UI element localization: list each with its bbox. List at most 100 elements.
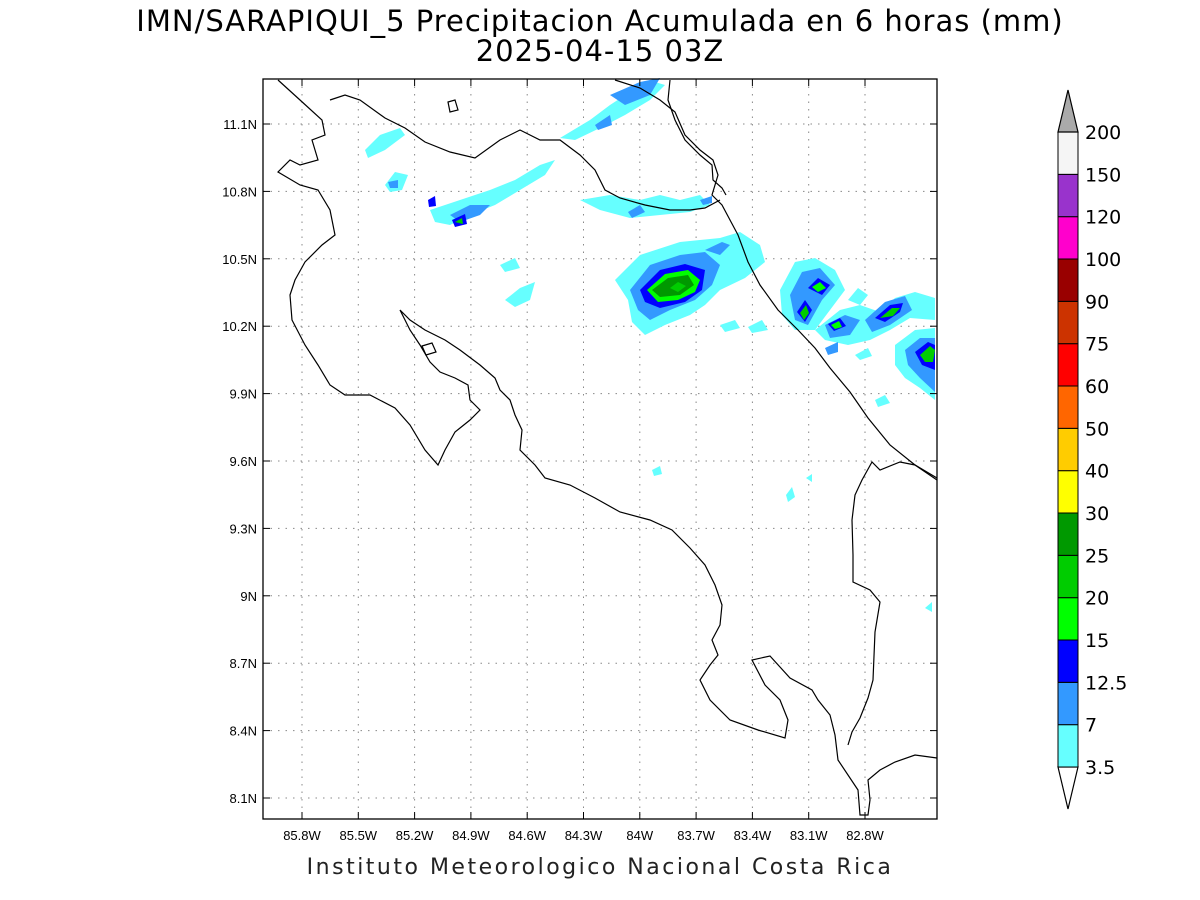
colorbar-swatch: [1057, 385, 1079, 429]
latitude-axis: 11.1N 10.8N 10.5N 10.2N 9.9N 9.6N 9.3N 9N 8.7N 8.…: [222, 117, 937, 806]
colorbar-label: 90: [1085, 291, 1109, 313]
lat-tick-label: 8.7N: [230, 656, 257, 671]
colorbar-label: 30: [1085, 503, 1109, 525]
lon-tick-label: 85.5W: [340, 828, 378, 843]
colorbar-label: 50: [1085, 418, 1109, 440]
colorbar-label: 20: [1085, 588, 1109, 610]
colorbar-label: 7: [1085, 715, 1097, 737]
precip-area-cyan: [365, 128, 405, 158]
lat-tick-label: 11.1N: [223, 117, 257, 132]
graticule-grid: [263, 79, 937, 819]
precip-area-cyan: [848, 288, 868, 305]
precip-area-lime: [812, 282, 826, 292]
colorbar-swatch: [1057, 258, 1079, 302]
lon-tick-label: 84.6W: [508, 828, 546, 843]
lon-tick-label: 84.3W: [565, 828, 603, 843]
lat-tick-label: 10.2N: [222, 319, 257, 334]
precip-area-blue: [610, 78, 660, 105]
lat-tick-label: 9.9N: [230, 387, 257, 402]
precip-area-cyan: [748, 320, 768, 333]
colorbar-swatch: [1057, 639, 1079, 683]
precip-area-cyan: [505, 282, 535, 307]
colorbar-max-arrow: [1057, 89, 1079, 133]
colorbar-label: 150: [1085, 164, 1121, 186]
colorbar-swatch: [1057, 131, 1079, 175]
map-frame: [262, 78, 938, 820]
precip-area-cyan: [925, 602, 932, 612]
colorbar-label: 25: [1085, 545, 1109, 567]
colorbar-swatch: [1057, 470, 1079, 514]
colorbar-label: 75: [1085, 334, 1109, 356]
colorbar-legend: 3.5 7 12.5 15 20 25 30 40 50 60 75 90 100 120 150 200: [1057, 89, 1127, 810]
nicaragua-caribbean-coast: [667, 79, 727, 196]
lon-tick-label: 82.8W: [846, 828, 884, 843]
colorbar-swatch: [1057, 173, 1079, 218]
colorbar-label: 3.5: [1085, 757, 1115, 779]
lon-tick-label: 83.1W: [790, 828, 828, 843]
lat-tick-label: 8.1N: [230, 791, 257, 806]
lake-nicaragua-inlet: [447, 99, 459, 113]
precip-area-blue: [428, 196, 436, 207]
precip-area-blue: [595, 115, 612, 130]
lat-tick-label: 8.4N: [230, 724, 257, 739]
colorbar-swatch: [1057, 300, 1079, 345]
precip-area-cyan: [500, 258, 520, 272]
precipitation-field: [365, 78, 935, 612]
precip-area-green: [455, 218, 463, 224]
nicoya-island: [421, 342, 437, 356]
caribbean-coastline-north: [614, 79, 938, 481]
lon-tick-label: 83.4W: [734, 828, 772, 843]
nicaragua-border: [329, 94, 721, 211]
lon-tick-label: 83.7W: [677, 828, 715, 843]
colorbar-swatch: [1057, 216, 1079, 260]
lat-tick-label: 9.6N: [230, 454, 257, 469]
colorbar-swatch: [1057, 343, 1079, 387]
precip-area-cyan: [806, 474, 812, 482]
colorbar-label: 40: [1085, 461, 1109, 483]
precip-area-blue: [628, 205, 645, 218]
precip-area-cyan: [720, 320, 740, 332]
precip-area-cyan: [875, 395, 890, 407]
precip-area-cyan: [430, 160, 555, 225]
colorbar-label: 15: [1085, 630, 1109, 652]
precip-area-lime: [831, 321, 842, 329]
precip-area-blue: [388, 180, 398, 188]
colorbar-label: 120: [1085, 207, 1121, 229]
precip-area-blue: [700, 196, 712, 205]
precip-area-blue: [705, 242, 730, 255]
colorbar-label: 100: [1085, 249, 1121, 271]
lat-tick-label: 9N: [240, 589, 257, 604]
lat-tick-label: 10.8N: [222, 184, 257, 199]
coastlines-borders: [277, 79, 938, 816]
colorbar-label: 200: [1085, 122, 1121, 144]
precip-area-lime: [920, 346, 935, 362]
colorbar-swatch: [1057, 597, 1079, 641]
lon-tick-label: 84W: [626, 828, 653, 843]
precip-area-lime: [800, 305, 809, 320]
colorbar-swatch: [1057, 512, 1079, 556]
longitude-axis: 85.8W 85.5W 85.2W 84.9W 84.6W 84.3W 84W 83.7W 83…: [283, 79, 885, 843]
lat-tick-label: 9.3N: [230, 521, 257, 536]
precip-area-lime: [670, 282, 686, 292]
lon-tick-label: 85.8W: [283, 828, 321, 843]
precip-area-cyan: [652, 466, 662, 476]
pacific-coastline-northwest: [277, 79, 938, 816]
colorbar-swatch: [1057, 427, 1079, 472]
colorbar-label: 60: [1085, 376, 1109, 398]
map-title: IMN/SARAPIQUI_5 Precipitacion Acumulada …: [136, 4, 1064, 38]
precip-area-cyan: [580, 195, 710, 218]
colorbar-label: 12.5: [1085, 672, 1127, 694]
precip-area-cyan: [786, 487, 795, 502]
lat-tick-label: 10.5N: [222, 252, 257, 267]
colorbar-swatch: [1057, 681, 1079, 726]
map-subtitle-datetime: 2025-04-15 03Z: [475, 34, 725, 68]
colorbar-swatch: [1057, 554, 1079, 599]
precip-area-cyan: [825, 342, 838, 355]
colorbar-min-arrow: [1057, 766, 1079, 810]
colorbar-swatch: [1057, 724, 1079, 768]
precip-area-lime: [880, 308, 900, 318]
lon-tick-label: 84.9W: [452, 828, 490, 843]
institution-credit: Instituto Meteorologico Nacional Costa R…: [306, 855, 894, 880]
lon-tick-label: 85.2W: [396, 828, 434, 843]
